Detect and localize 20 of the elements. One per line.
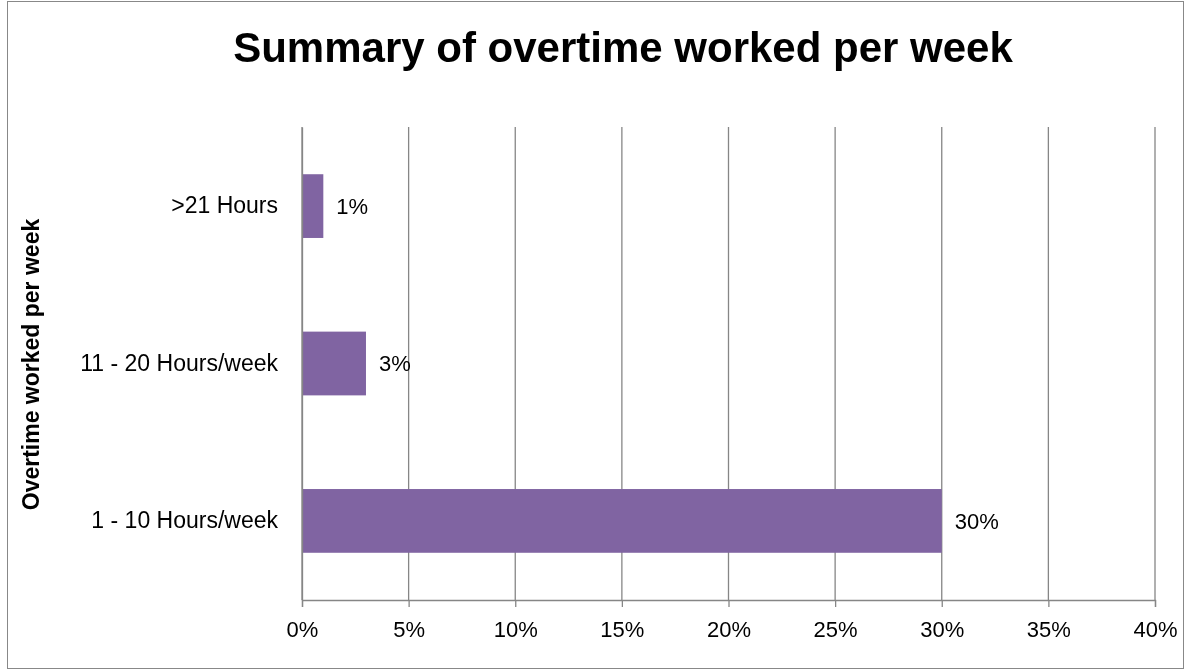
bar: [302, 489, 942, 553]
x-tick-label: 5%: [393, 616, 426, 642]
data-label: 30%: [954, 508, 999, 534]
x-tick-label: 15%: [600, 616, 645, 642]
y-tick-label: 1 - 10 Hours/week: [91, 507, 279, 534]
chart-title: Summary of overtime worked per week: [233, 24, 1014, 71]
y-axis-title: Overtime worked per week: [18, 218, 44, 511]
x-tick-label: 10%: [493, 616, 538, 642]
x-tick-label: 30%: [920, 616, 965, 642]
x-tick-label: 0%: [286, 616, 319, 642]
x-tick-label: 35%: [1026, 616, 1071, 642]
data-label: 1%: [336, 193, 369, 219]
y-tick-label: >21 Hours: [171, 192, 278, 219]
bar: [302, 174, 324, 238]
y-tick-label: 11 - 20 Hours/week: [80, 349, 279, 376]
bar: [302, 331, 366, 396]
x-tick-label: 25%: [813, 616, 858, 642]
data-label: 3%: [378, 351, 411, 377]
x-tick-label: 20%: [706, 616, 752, 642]
x-tick-label: 40%: [1133, 616, 1178, 642]
